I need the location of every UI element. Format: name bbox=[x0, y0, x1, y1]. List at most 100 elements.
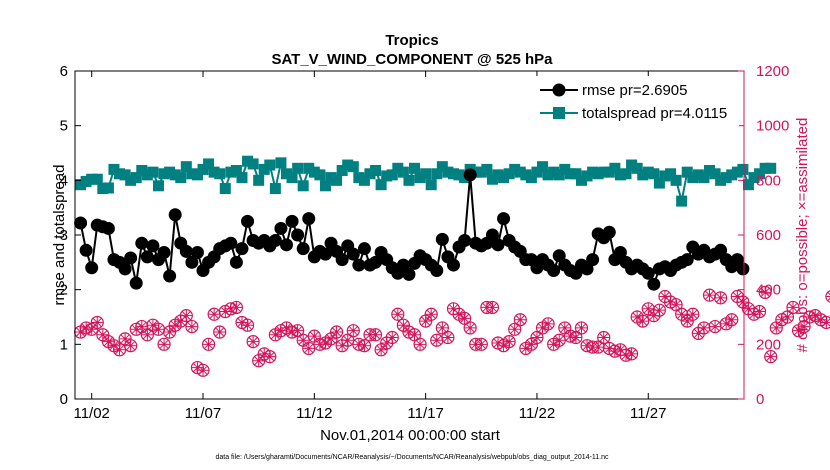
totalspread-point bbox=[447, 168, 459, 180]
totalspread-point bbox=[230, 164, 242, 176]
obs-assimilated-marker bbox=[230, 301, 242, 313]
totalspread-point bbox=[269, 183, 281, 195]
obs-assimilated-marker bbox=[464, 322, 476, 334]
obs-possible-marker bbox=[424, 307, 438, 321]
obs-assimilated-marker bbox=[720, 318, 732, 330]
obs-possible-marker bbox=[502, 335, 516, 349]
totalspread-point bbox=[431, 168, 443, 180]
obs-assimilated-marker bbox=[114, 344, 126, 356]
obs-possible-marker bbox=[458, 311, 472, 325]
obs-assimilated-marker bbox=[637, 315, 649, 327]
obs-point bbox=[329, 325, 344, 339]
rmse-point bbox=[446, 258, 460, 272]
obs-assimilated-marker bbox=[186, 321, 198, 333]
obs-possible-marker bbox=[441, 330, 455, 345]
obs-assimilated-marker bbox=[414, 338, 426, 350]
y2-tick-label: 600 bbox=[756, 227, 781, 244]
obs-possible-marker bbox=[652, 303, 667, 317]
obs-assimilated-marker bbox=[692, 327, 704, 339]
totalspread-point bbox=[687, 172, 699, 184]
obs-assimilated-marker bbox=[559, 322, 571, 334]
obs-point bbox=[552, 333, 566, 347]
totalspread-point bbox=[370, 164, 382, 176]
obs-point bbox=[151, 322, 166, 336]
totalspread-point bbox=[537, 161, 549, 173]
y2-axis-label: # of obs: o=possible; ×=assimilated bbox=[794, 118, 811, 353]
obs-assimilated-marker bbox=[754, 306, 766, 318]
obs-point bbox=[302, 341, 316, 356]
obs-point bbox=[714, 291, 728, 305]
obs-possible-marker bbox=[474, 337, 488, 351]
obs-point bbox=[213, 325, 227, 339]
obs-assimilated-marker bbox=[498, 340, 510, 352]
totalspread-point bbox=[409, 162, 421, 174]
totalspread-point bbox=[564, 168, 576, 180]
totalspread-point bbox=[381, 170, 393, 182]
obs-assimilated-marker bbox=[575, 322, 587, 334]
obs-assimilated-marker bbox=[537, 322, 549, 334]
obs-assimilated-marker bbox=[486, 301, 498, 313]
obs-possible-marker bbox=[636, 314, 650, 328]
obs-point bbox=[513, 313, 527, 327]
obs-assimilated-marker bbox=[809, 310, 821, 322]
obs-possible-marker bbox=[513, 313, 527, 327]
obs-point bbox=[825, 290, 830, 303]
obs-point bbox=[652, 303, 667, 317]
obs-point bbox=[179, 309, 193, 323]
totalspread-point bbox=[386, 169, 398, 181]
obs-point bbox=[435, 321, 449, 335]
rmse-point bbox=[285, 214, 299, 228]
totalspread-point bbox=[520, 169, 532, 181]
obs-possible-marker bbox=[413, 337, 427, 351]
obs-assimilated-marker bbox=[75, 326, 87, 338]
totalspread-point bbox=[125, 174, 137, 186]
rmse-point bbox=[101, 221, 115, 235]
obs-assimilated-marker bbox=[169, 319, 181, 331]
rmse-point bbox=[346, 247, 360, 261]
obs-assimilated-marker bbox=[726, 314, 738, 326]
obs-assimilated-marker bbox=[358, 340, 370, 352]
obs-assimilated-marker bbox=[459, 312, 471, 324]
obs-assimilated-marker bbox=[436, 322, 448, 334]
rmse-point bbox=[491, 238, 505, 252]
x-tick-label: 11/17 bbox=[407, 405, 443, 422]
obs-assimilated-marker bbox=[336, 340, 348, 352]
obs-assimilated-marker bbox=[598, 332, 610, 343]
obs-possible-marker bbox=[346, 324, 360, 338]
y2-tick-label: 200 bbox=[756, 336, 781, 353]
totalspread-point bbox=[308, 166, 320, 178]
obs-possible-marker bbox=[246, 335, 260, 349]
obs-possible-marker bbox=[407, 328, 422, 342]
obs-assimilated-marker bbox=[787, 301, 799, 313]
obs-point bbox=[430, 333, 444, 347]
rmse-point bbox=[235, 242, 249, 256]
obs-assimilated-marker bbox=[214, 326, 226, 338]
totalspread-point bbox=[114, 168, 126, 180]
totalspread-point bbox=[525, 172, 537, 184]
obs-point bbox=[474, 337, 488, 351]
obs-assimilated-marker bbox=[453, 308, 465, 320]
y-tick-label: 4 bbox=[60, 172, 68, 189]
totalspread-point bbox=[442, 166, 454, 178]
obs-possible-marker bbox=[157, 337, 171, 351]
y2-tick-label: 400 bbox=[756, 282, 781, 299]
obs-possible-marker bbox=[240, 318, 255, 332]
obs-assimilated-marker bbox=[386, 332, 398, 343]
obs-possible-marker bbox=[758, 285, 772, 299]
totalspread-point bbox=[86, 173, 98, 185]
obs-assimilated-marker bbox=[397, 319, 409, 331]
totalspread-point bbox=[570, 168, 582, 180]
totalspread-point bbox=[420, 168, 432, 180]
obs-point bbox=[240, 318, 255, 332]
rmse-point bbox=[229, 255, 243, 269]
obs-possible-marker bbox=[508, 322, 522, 336]
totalspread-point bbox=[665, 168, 677, 180]
obs-point bbox=[502, 335, 516, 349]
obs-assimilated-marker bbox=[319, 337, 331, 349]
totalspread-point bbox=[542, 169, 554, 181]
obs-assimilated-marker bbox=[525, 338, 537, 350]
obs-possible-marker bbox=[541, 317, 555, 331]
rmse-point bbox=[140, 250, 154, 264]
y-tick-label: 0 bbox=[60, 391, 68, 408]
obs-point bbox=[441, 330, 455, 345]
